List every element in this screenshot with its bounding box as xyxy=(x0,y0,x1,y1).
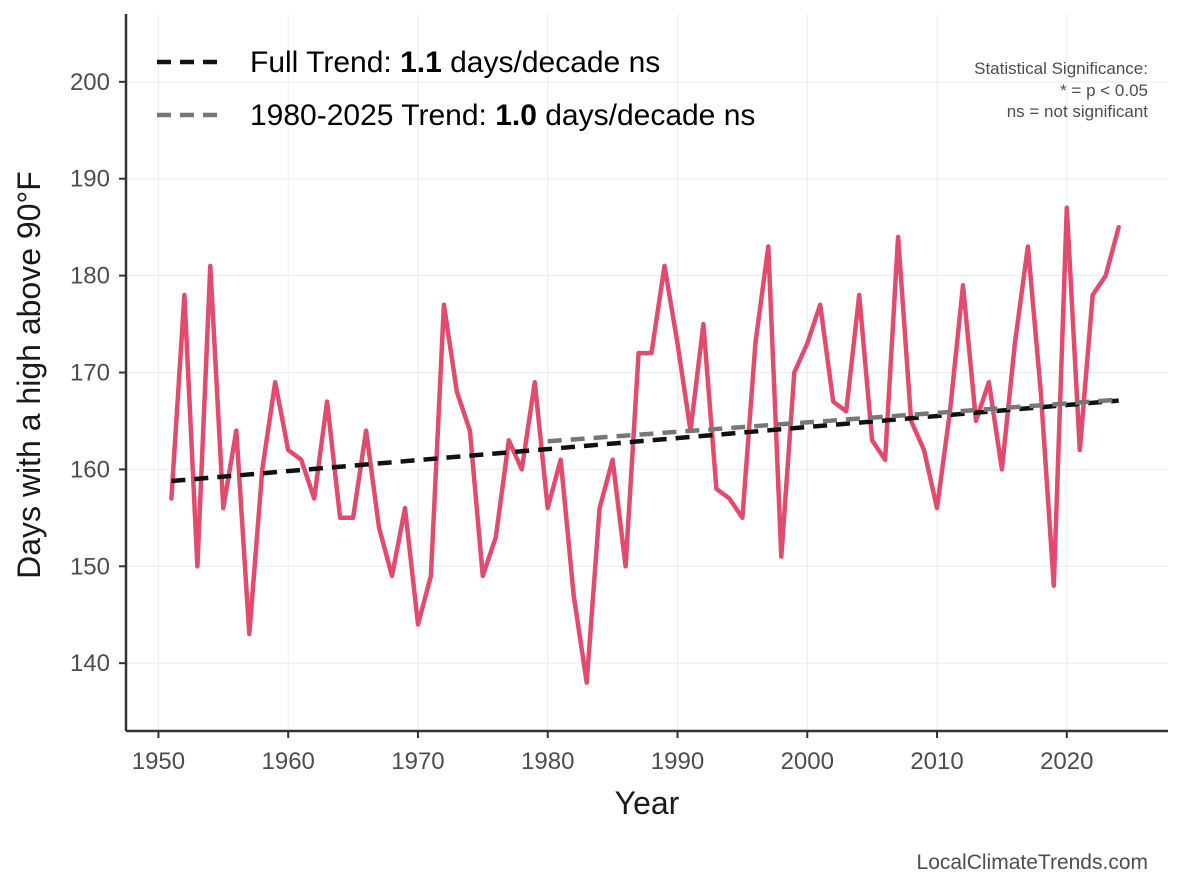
legend-prefix-full-trend: Full Trend: xyxy=(250,46,400,79)
grid xyxy=(126,14,1168,731)
source-caption: LocalClimateTrends.com xyxy=(917,851,1148,874)
x-tick-label-1960: 1960 xyxy=(262,748,315,775)
legend-label-1980-trend: 1980-2025 Trend: 1.0 days/decade ns xyxy=(250,99,755,132)
legend-value-1980-trend: 1.0 xyxy=(495,99,537,132)
x-tick-label-1980: 1980 xyxy=(521,748,574,775)
legend: Full Trend: 1.1 days/decade ns 1980-2025… xyxy=(157,46,755,132)
legend-suffix-1980-trend: days/decade ns xyxy=(537,99,755,132)
y-tick-label-150: 150 xyxy=(70,553,110,580)
legend-value-full-trend: 1.1 xyxy=(400,46,442,79)
x-tick-label-1990: 1990 xyxy=(651,748,704,775)
significance-ns: ns = not significant xyxy=(1007,102,1149,121)
x-tick-label-2000: 2000 xyxy=(781,748,834,775)
series-line-0 xyxy=(169,205,1121,685)
trend-line-1980-2025 xyxy=(547,397,1119,444)
significance-star: * = p < 0.05 xyxy=(1060,81,1148,100)
y-tick-label-170: 170 xyxy=(70,360,110,387)
legend-prefix-1980-trend: 1980-2025 Trend: xyxy=(250,99,495,132)
significance-title: Statistical Significance: xyxy=(974,59,1148,78)
legend-suffix-full-trend: days/decade ns xyxy=(442,46,660,79)
significance-note: Statistical Significance: * = p < 0.05 n… xyxy=(974,59,1148,121)
trend-lines xyxy=(171,397,1119,484)
y-tick-label-190: 190 xyxy=(70,166,110,193)
x-axis-title: Year xyxy=(615,785,680,821)
x-tick-label-2010: 2010 xyxy=(910,748,963,775)
y-tick-label-140: 140 xyxy=(70,650,110,677)
trend-line-full xyxy=(171,398,1119,484)
x-tick-label-2020: 2020 xyxy=(1040,748,1093,775)
series-layer xyxy=(169,205,1121,685)
y-tick-label-160: 160 xyxy=(70,456,110,483)
x-tick-label-1970: 1970 xyxy=(391,748,444,775)
y-tick-label-200: 200 xyxy=(70,69,110,96)
x-axis-ticks: 1950 1960 1970 1980 1990 2000 2010 2020 xyxy=(132,731,1093,775)
y-axis-title: Days with a high above 90°F xyxy=(11,171,47,579)
legend-label-full-trend: Full Trend: 1.1 days/decade ns xyxy=(250,46,660,79)
x-tick-label-1950: 1950 xyxy=(132,748,185,775)
y-axis-ticks: 140 150 160 170 180 190 200 xyxy=(70,69,126,677)
y-tick-label-180: 180 xyxy=(70,263,110,290)
